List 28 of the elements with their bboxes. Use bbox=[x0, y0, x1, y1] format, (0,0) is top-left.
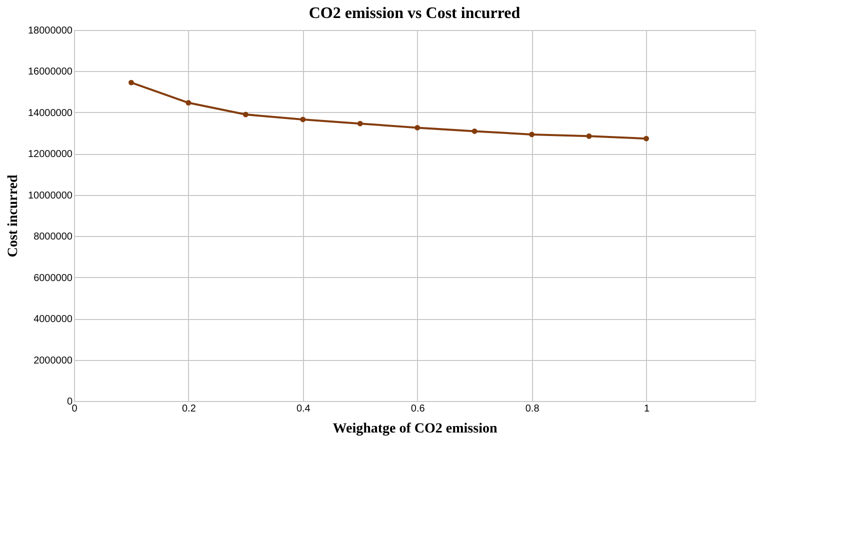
x-tick-label: 1 bbox=[644, 404, 650, 414]
x-tick-label: 0.4 bbox=[296, 404, 311, 414]
point bbox=[414, 124, 420, 130]
point bbox=[472, 128, 478, 134]
y-tick-label: 12000000 bbox=[28, 149, 73, 160]
point bbox=[529, 132, 535, 138]
point bbox=[128, 80, 134, 86]
y-tick-label: 8000000 bbox=[34, 232, 73, 243]
x-tick-label: 0.2 bbox=[182, 404, 196, 414]
chart-title: CO2 emission vs Cost incurred bbox=[308, 5, 520, 22]
y-tick-label: 18000000 bbox=[28, 26, 73, 36]
point bbox=[242, 112, 248, 118]
y-tick-label: 14000000 bbox=[28, 108, 73, 119]
point bbox=[357, 120, 363, 126]
y-tick-label: 2000000 bbox=[34, 355, 73, 366]
y-tick-label: 0 bbox=[66, 396, 73, 408]
point bbox=[644, 136, 650, 142]
x-axis-title: Weighatge of CO2 emission bbox=[332, 422, 498, 436]
y-tick-label: 6000000 bbox=[34, 272, 73, 284]
point bbox=[186, 100, 192, 106]
y-axis-title: Cost incurred bbox=[6, 174, 22, 258]
y-tick-label: 4000000 bbox=[34, 314, 73, 326]
x-tick-label: 0.6 bbox=[410, 404, 426, 414]
point bbox=[586, 133, 592, 139]
y-tick-label: 10000000 bbox=[28, 190, 73, 202]
point bbox=[300, 116, 306, 122]
x-tick-label: 0.8 bbox=[525, 404, 540, 414]
y-tick-label: 16000000 bbox=[28, 66, 73, 78]
